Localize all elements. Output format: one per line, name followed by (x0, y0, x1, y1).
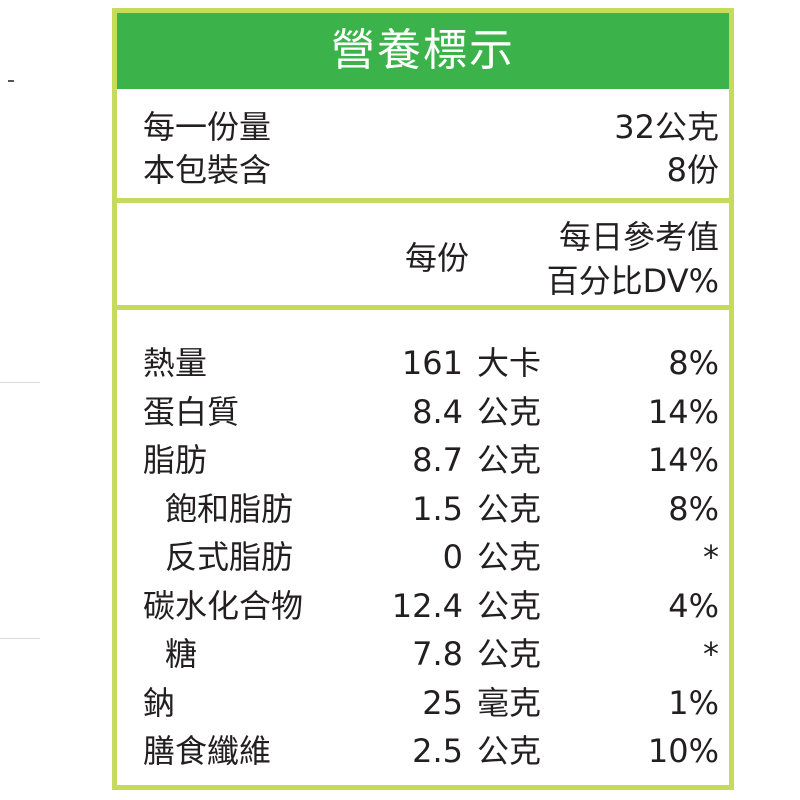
nutrient-daily-value: 14% (647, 393, 719, 431)
nutrient-amount: 7.8 (412, 635, 463, 673)
edge-line (0, 382, 40, 383)
nutrient-amount: 1.5 (412, 490, 463, 528)
nutrient-name: 熱量 (143, 344, 208, 382)
divider (117, 198, 729, 203)
nutrient-amount: 12.4 (391, 587, 463, 625)
nutrient-name: 反式脂肪 (165, 538, 294, 576)
nutrient-unit: 公克 (477, 635, 542, 673)
nutrient-unit: 公克 (477, 587, 542, 625)
nutrient-name: 鈉 (143, 684, 176, 722)
nutrient-amount: 8.7 (412, 441, 463, 479)
nutrient-name: 糖 (165, 635, 198, 673)
daily-value-header-line2: 百分比DV% (546, 262, 719, 300)
nutrient-unit: 公克 (477, 441, 542, 479)
nutrient-amount: 0 (442, 538, 463, 576)
servings-per-pack-value: 8份 (666, 151, 719, 189)
serving-size-label: 每一份量 (143, 108, 272, 146)
nutrient-daily-value: 4% (668, 587, 719, 625)
nutrient-amount: 2.5 (412, 732, 463, 770)
nutrient-daily-value: 14% (647, 441, 719, 479)
nutrient-unit: 大卡 (477, 344, 542, 382)
nutrient-name: 碳水化合物 (143, 587, 304, 625)
edge-tick (8, 80, 14, 82)
nutrient-amount: 8.4 (412, 393, 463, 431)
nutrient-unit: 毫克 (477, 684, 542, 722)
serving-size-value: 32公克 (614, 108, 719, 146)
nutrient-daily-value: 10% (647, 732, 719, 770)
edge-line (0, 638, 40, 639)
daily-value-header-line1: 每日參考值 (558, 218, 719, 256)
servings-per-pack-label: 本包裝含 (143, 151, 272, 189)
nutrient-amount: 161 (401, 344, 463, 382)
nutrient-name: 脂肪 (143, 441, 208, 479)
nutrient-daily-value: 8% (668, 344, 719, 382)
nutrient-name: 蛋白質 (143, 393, 240, 431)
nutrient-amount: 25 (422, 684, 463, 722)
divider (117, 305, 729, 310)
nutrient-name: 膳食纖維 (143, 732, 272, 770)
label-title: 營養標示 (117, 13, 729, 89)
nutrient-name: 飽和脂肪 (165, 490, 294, 528)
nutrient-unit: 公克 (477, 393, 542, 431)
nutrient-unit: 公克 (477, 732, 542, 770)
nutrient-daily-value: 1% (668, 684, 719, 722)
nutrient-daily-value: * (703, 635, 719, 673)
nutrient-daily-value: 8% (668, 490, 719, 528)
nutrient-unit: 公克 (477, 490, 542, 528)
nutrient-unit: 公克 (477, 538, 542, 576)
nutrition-label: 營養標示 每一份量 32公克 本包裝含 8份 每份 每日參考值 百分比DV% 熱… (112, 8, 734, 790)
nutrient-daily-value: * (703, 538, 719, 576)
per-serving-header: 每份 (405, 239, 470, 277)
